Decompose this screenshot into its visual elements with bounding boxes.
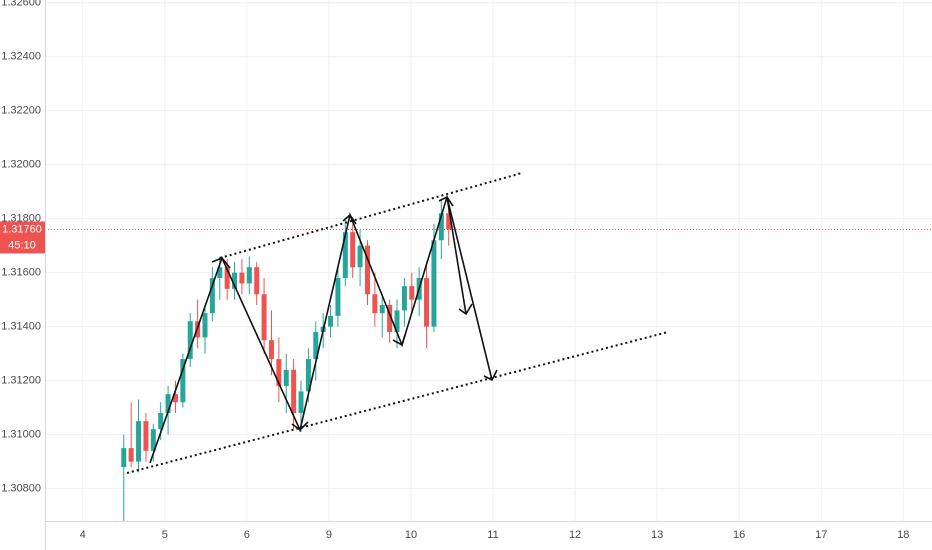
candle-body [372, 294, 378, 314]
arrowhead [211, 257, 231, 269]
candle-body [342, 232, 348, 279]
candle-body [232, 272, 238, 289]
grid-layer [45, 0, 932, 521]
candle-body [298, 391, 304, 414]
x-tick-label: 18 [897, 529, 909, 541]
candle-body [313, 332, 319, 360]
candle-body [438, 213, 444, 241]
lower-trendline [126, 331, 669, 474]
y-tick-label: 1.32400 [1, 51, 41, 63]
y-tick-label: 1.31400 [1, 321, 41, 333]
candle-body [128, 448, 134, 462]
candle-body [409, 286, 415, 300]
candle-body [379, 305, 385, 314]
axis-layer: 1.326001.324001.322001.320001.318001.316… [0, 0, 909, 541]
x-tick-label: 13 [651, 529, 663, 541]
candle-body [364, 245, 370, 295]
arrowhead [291, 421, 309, 432]
y-tick-label: 1.32000 [1, 159, 41, 171]
x-tick-label: 9 [326, 529, 332, 541]
zigzag-branch [446, 196, 467, 315]
candle-body [291, 369, 297, 414]
arrowhead [483, 369, 498, 382]
candle-body [136, 421, 142, 462]
y-tick-label: 1.32200 [1, 105, 41, 117]
candle-body [401, 286, 407, 311]
y-tick-label: 1.30800 [1, 483, 41, 495]
candle-body [180, 359, 186, 403]
candle-body [239, 272, 245, 284]
y-tick-label: 1.32600 [1, 0, 41, 9]
y-tick-label: 1.31000 [1, 429, 41, 441]
x-tick-label: 16 [733, 529, 745, 541]
candle-body [424, 278, 430, 327]
candle-body [217, 267, 223, 279]
candle-body [394, 310, 400, 333]
candle-body [254, 267, 260, 295]
candle-body [261, 294, 267, 341]
candle-body [446, 213, 452, 230]
candle-body [202, 313, 208, 338]
x-tick-label: 11 [487, 529, 498, 541]
candle-body [335, 278, 341, 316]
candle-body [246, 267, 252, 284]
candle-body [387, 305, 393, 333]
x-tick-label: 6 [244, 529, 250, 541]
candle-body [121, 448, 127, 468]
candle-body [328, 315, 334, 327]
candle-body [209, 278, 215, 314]
upper-trendline [219, 172, 523, 259]
drawings [126, 172, 669, 474]
arrowhead [392, 334, 406, 347]
candle-body [305, 359, 311, 392]
candle-body [431, 240, 437, 327]
candle-body [143, 421, 149, 451]
x-tick-label: 12 [569, 529, 581, 541]
candle-layer [45, 199, 932, 521]
y-tick-label: 1.31200 [1, 375, 41, 387]
x-tick-label: 5 [162, 529, 168, 541]
candle-body [172, 394, 178, 403]
candle-body [268, 340, 274, 360]
candle-body [158, 413, 164, 430]
arrowhead [458, 303, 473, 316]
last-price-label: 1.31760 [2, 223, 42, 235]
candle-body [357, 245, 363, 268]
candle-body [283, 369, 289, 387]
candle-body [350, 232, 356, 268]
x-tick-label: 17 [815, 529, 827, 541]
candle-body [165, 394, 171, 414]
last-price-badge [0, 221, 45, 254]
y-tick-label: 1.31600 [1, 267, 41, 279]
x-tick-label: 10 [405, 529, 417, 541]
candle-body [150, 429, 156, 451]
x-tick-label: 4 [80, 529, 86, 541]
countdown-label: 45:10 [8, 239, 36, 251]
arrowhead [438, 195, 454, 207]
candle-body [276, 359, 282, 387]
candle-body [224, 267, 230, 289]
arrowhead [342, 213, 357, 225]
candle-body [187, 321, 193, 360]
